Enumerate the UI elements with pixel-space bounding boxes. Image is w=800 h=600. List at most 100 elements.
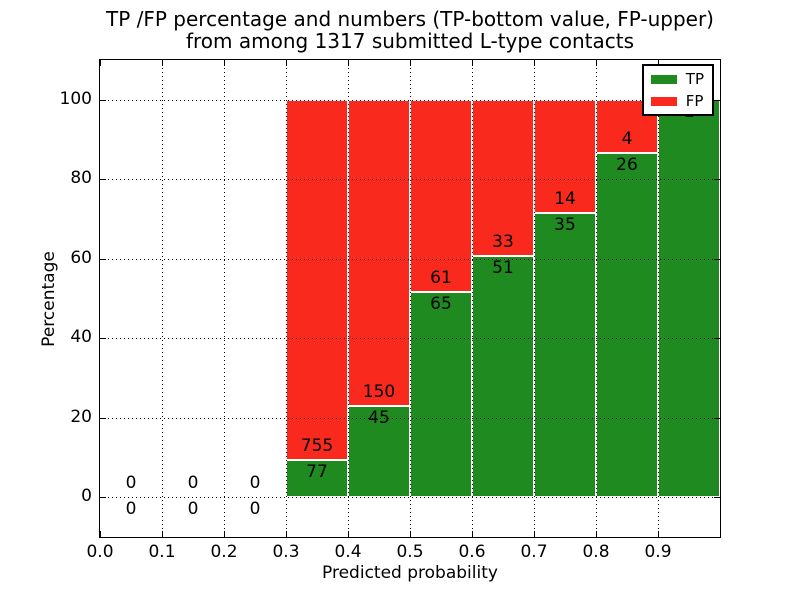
x-tick-bottom xyxy=(224,531,225,537)
fp-count-label: 4 xyxy=(621,128,633,149)
fp-count-label: 0 xyxy=(125,473,137,494)
x-tick-top xyxy=(472,60,473,66)
x-tick-bottom xyxy=(596,531,597,537)
bar-segment-fp xyxy=(410,99,472,293)
tp-count-label: 0 xyxy=(125,499,137,520)
x-tick-label: 0.6 xyxy=(458,542,486,562)
bar-segment-tp xyxy=(658,99,720,498)
gridline-vertical xyxy=(472,60,473,537)
bar-segment-tp xyxy=(410,292,472,498)
y-axis-label-wrap: Percentage xyxy=(38,60,60,537)
y-tick-left xyxy=(100,417,106,419)
tp-count-label: 26 xyxy=(616,154,638,175)
x-tick-label: 0.1 xyxy=(148,542,176,562)
y-tick-label: 100 xyxy=(59,88,92,109)
y-tick-label: 60 xyxy=(70,247,92,268)
chart-title-line-2: from among 1317 submitted L-type contact… xyxy=(185,29,635,53)
bar-segment-tp xyxy=(534,213,596,498)
fp-count-label: 0 xyxy=(249,473,261,494)
y-tick-right xyxy=(714,417,720,419)
x-tick-top xyxy=(720,60,721,66)
tp-count-label: 77 xyxy=(306,462,328,483)
x-tick-label: 0.9 xyxy=(644,542,672,562)
gridline-horizontal xyxy=(100,417,720,419)
tp-count-label: 65 xyxy=(430,294,452,315)
gridline-horizontal xyxy=(100,258,720,260)
y-tick-label: 80 xyxy=(70,168,92,189)
x-tick-label: 0.4 xyxy=(334,542,362,562)
legend-swatch-fp xyxy=(650,96,677,106)
legend-swatch-tp xyxy=(650,74,677,84)
fp-count-label: 0 xyxy=(187,473,199,494)
bar-segment-fp xyxy=(348,99,410,406)
tp-count-label: 0 xyxy=(187,499,199,520)
tp-count-label: 35 xyxy=(554,215,576,236)
tp-count-label: 45 xyxy=(368,407,390,428)
gridline-vertical xyxy=(596,60,597,537)
tp-count-label: 0 xyxy=(249,499,261,520)
x-axis-label: Predicted probability xyxy=(322,563,498,583)
gridline-vertical xyxy=(348,60,349,537)
x-tick-top xyxy=(596,60,597,66)
x-tick-bottom xyxy=(720,531,721,537)
x-tick-bottom xyxy=(286,531,287,537)
legend-label-tp: TP xyxy=(685,70,704,88)
x-tick-label: 0.5 xyxy=(396,542,424,562)
y-tick-left xyxy=(100,179,106,181)
fp-count-label: 61 xyxy=(430,268,452,289)
bar-segment-tp xyxy=(472,255,534,498)
y-tick-label: 40 xyxy=(70,327,92,348)
legend-label-fp: FP xyxy=(685,92,704,110)
x-tick-bottom xyxy=(658,531,659,537)
x-tick-bottom xyxy=(348,531,349,537)
y-tick-right xyxy=(714,99,720,101)
x-tick-bottom xyxy=(472,531,473,537)
y-tick-left xyxy=(100,258,106,260)
y-tick-left xyxy=(100,497,106,499)
x-tick-bottom xyxy=(410,531,411,537)
gridline-vertical xyxy=(162,60,163,537)
x-tick-bottom xyxy=(162,531,163,537)
fp-count-label: 33 xyxy=(492,231,514,252)
y-tick-right xyxy=(714,179,720,181)
bar-segment-tp xyxy=(596,152,658,498)
legend-item-fp: FP xyxy=(650,92,704,110)
x-tick-top xyxy=(286,60,287,66)
x-tick-bottom xyxy=(100,531,101,537)
y-tick-right xyxy=(714,338,720,340)
x-tick-label: 0.2 xyxy=(210,542,238,562)
y-tick-label: 0 xyxy=(81,486,92,507)
x-tick-bottom xyxy=(534,531,535,537)
fp-count-label: 14 xyxy=(554,189,576,210)
chart-title: TP /FP percentage and numbers (TP-bottom… xyxy=(100,8,720,52)
x-tick-top xyxy=(658,60,659,66)
x-tick-top xyxy=(534,60,535,66)
bar-segment-fp xyxy=(472,99,534,256)
gridline-vertical xyxy=(224,60,225,537)
gridline-horizontal xyxy=(100,338,720,340)
gridline-horizontal xyxy=(100,99,720,101)
gridline-vertical xyxy=(534,60,535,537)
gridline-vertical xyxy=(286,60,287,537)
gridline-horizontal xyxy=(100,179,720,181)
tp-count-label: 51 xyxy=(492,257,514,278)
y-tick-right xyxy=(714,497,720,499)
x-tick-top xyxy=(348,60,349,66)
y-tick-right xyxy=(714,258,720,260)
y-tick-left xyxy=(100,99,106,101)
gridline-vertical xyxy=(410,60,411,537)
x-tick-label: 0.8 xyxy=(582,542,610,562)
chart-title-line-1: TP /FP percentage and numbers (TP-bottom… xyxy=(106,7,714,31)
x-tick-top xyxy=(224,60,225,66)
y-tick-left xyxy=(100,338,106,340)
gridline-vertical xyxy=(658,60,659,537)
plot-area: TP FP 0 0 0 0 0 0 755 77 150 45 61 65 33 51 14 35 4 26 0 10… xyxy=(60,59,721,562)
x-tick-top xyxy=(162,60,163,66)
x-tick-label: 0.7 xyxy=(520,542,548,562)
y-tick-label: 20 xyxy=(70,406,92,427)
fp-count-label: 150 xyxy=(362,381,396,402)
x-tick-top xyxy=(100,60,101,66)
fp-count-label: 755 xyxy=(300,436,334,457)
x-tick-top xyxy=(410,60,411,66)
